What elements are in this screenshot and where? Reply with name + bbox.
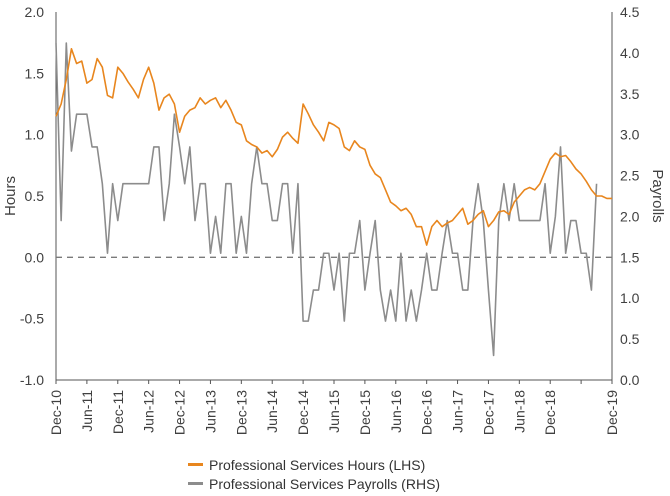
left-tick-label: -0.5 <box>20 311 44 327</box>
x-tick-label: Dec-17 <box>480 390 496 435</box>
x-tick-label: Jun-18 <box>511 390 527 433</box>
x-axis-ticks: Dec-10 Jun-11 Dec-11 Jun-12 Dec-12 Jun-13 Dec-… <box>48 380 620 435</box>
legend-item-hours: Professional Services Hours (LHS) <box>188 455 440 474</box>
right-axis-ticks: 4.5 4.0 3.5 3.0 2.5 2.0 1.5 1.0 0.5 0.0 <box>620 4 640 388</box>
left-tick-label: 2.0 <box>25 4 45 20</box>
x-tick-label: Dec-15 <box>357 390 373 435</box>
legend-swatch-payrolls <box>188 482 203 485</box>
right-tick-label: 0.5 <box>620 331 640 347</box>
series-line-hours <box>55 47 612 246</box>
right-tick-label: 0.0 <box>620 372 640 388</box>
left-tick-label: 1.5 <box>25 65 45 81</box>
x-tick-label: Jun-13 <box>202 390 218 433</box>
x-tick-label: Jun-17 <box>450 390 466 433</box>
x-tick-label: Jun-15 <box>326 390 342 433</box>
x-tick-label: Dec-16 <box>419 390 435 435</box>
right-tick-label: 4.5 <box>620 4 640 20</box>
right-tick-label: 2.0 <box>620 208 640 224</box>
left-tick-label: 0.0 <box>25 249 45 265</box>
left-tick-label: -1.0 <box>20 372 44 388</box>
legend: Professional Services Hours (LHS) Profes… <box>188 455 440 493</box>
right-tick-label: 1.5 <box>620 249 640 265</box>
legend-label-payrolls: Professional Services Payrolls (RHS) <box>209 475 441 492</box>
x-tick-label: Dec-11 <box>110 390 126 434</box>
x-tick-label: Dec-19 <box>604 390 620 435</box>
right-tick-label: 3.0 <box>620 127 640 143</box>
right-tick-label: 1.0 <box>620 290 640 306</box>
right-axis-title: Payrolls <box>649 169 666 222</box>
legend-swatch-hours <box>188 463 203 466</box>
right-tick-label: 4.0 <box>620 45 640 61</box>
x-tick-label: Jun-16 <box>388 390 404 433</box>
right-tick-label: 3.5 <box>620 86 640 102</box>
x-tick-label: Dec-18 <box>542 390 558 435</box>
x-tick-label: Jun-12 <box>141 390 157 433</box>
x-tick-label: Jun-11 <box>79 390 95 432</box>
left-tick-label: 0.5 <box>25 188 45 204</box>
legend-label-hours: Professional Services Hours (LHS) <box>209 456 426 473</box>
x-tick-label: Dec-13 <box>233 390 249 435</box>
x-tick-label: Dec-14 <box>295 390 311 435</box>
x-tick-label: Jun-14 <box>264 390 280 433</box>
left-axis-title: Hours <box>2 176 19 216</box>
left-tick-label: 1.0 <box>25 127 45 143</box>
x-tick-label: Dec-10 <box>48 390 64 435</box>
legend-item-payrolls: Professional Services Payrolls (RHS) <box>188 474 440 493</box>
series-layer <box>55 42 612 357</box>
right-tick-label: 2.5 <box>620 168 640 184</box>
series-line-payrolls <box>55 42 598 357</box>
x-tick-label: Dec-12 <box>172 390 188 435</box>
left-axis-ticks: 2.0 1.5 1.0 0.5 0.0 -0.5 -1.0 <box>20 4 44 388</box>
